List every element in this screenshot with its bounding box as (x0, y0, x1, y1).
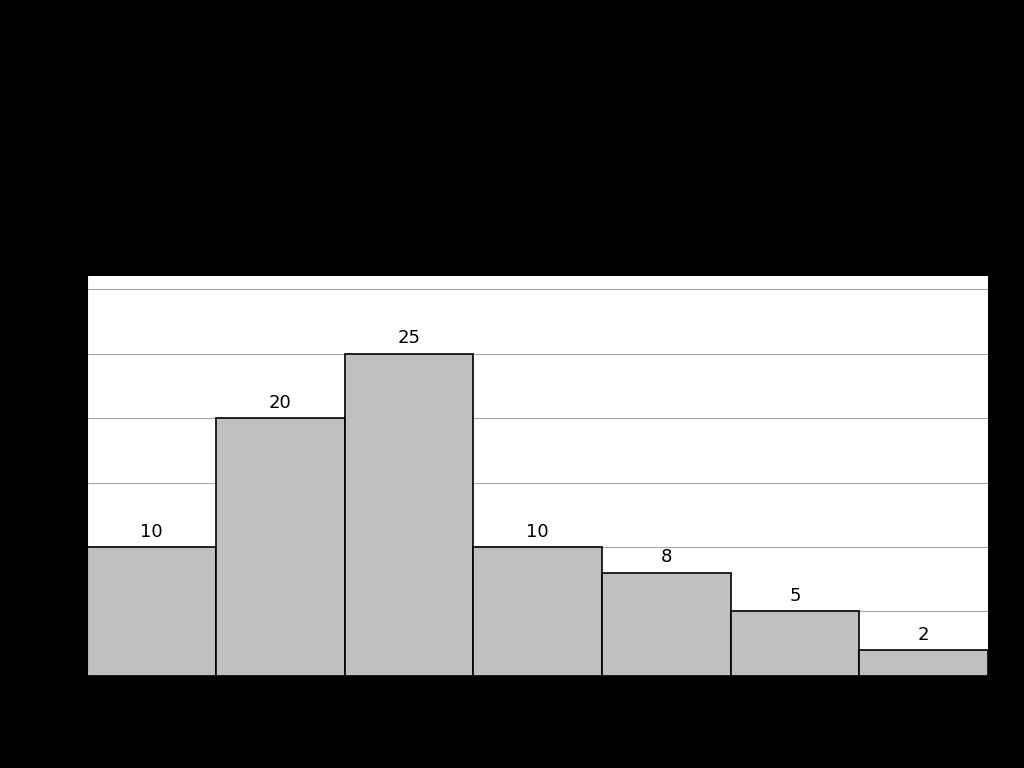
Text: The histogram representing the given data is as given below: The histogram representing the given dat… (87, 175, 722, 195)
Text: 20: 20 (268, 394, 292, 412)
Text: 5: 5 (790, 587, 801, 605)
Bar (216, 419, 344, 676)
Text: 25: 25 (397, 329, 421, 347)
Bar (344, 354, 473, 676)
Bar (473, 547, 602, 676)
Y-axis label: No.of students: No.of students (13, 360, 41, 592)
Bar (602, 573, 731, 676)
Text: 2: 2 (919, 626, 930, 644)
Bar (859, 650, 988, 676)
Text: 10: 10 (140, 522, 163, 541)
Bar (87, 547, 216, 676)
Bar (731, 611, 859, 676)
Text: 8: 8 (660, 548, 672, 566)
Text: 10: 10 (526, 522, 549, 541)
